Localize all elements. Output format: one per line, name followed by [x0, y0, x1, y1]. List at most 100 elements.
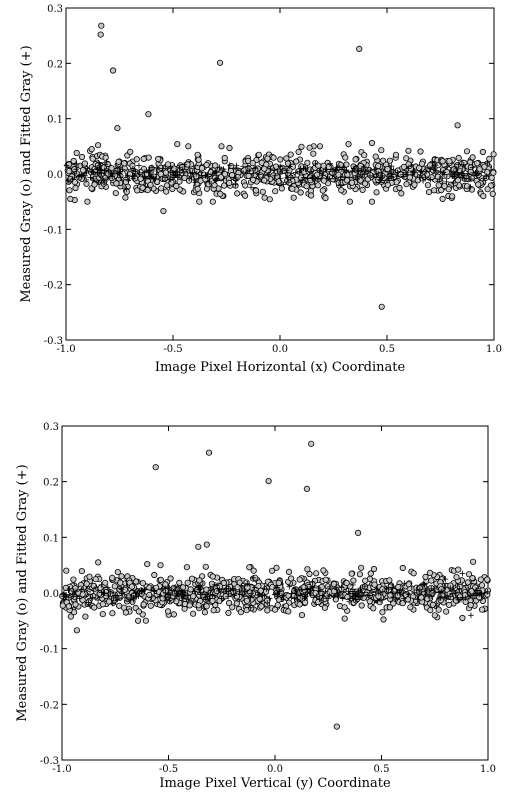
plot-2-x-axis-label: Image Pixel Vertical (y) Coordinate [159, 776, 391, 791]
plot-2-measured-point [477, 576, 484, 583]
plot-2-measured-point [341, 604, 348, 611]
plot-1-measured-point [386, 157, 393, 164]
plot-2-measured-point [445, 601, 453, 609]
plot-2-measured-point [111, 583, 118, 590]
plot-1-measured-point [122, 194, 129, 201]
plot-1-measured-point [133, 156, 140, 163]
plot-1-measured-point [122, 178, 130, 186]
plot-2-x-tick-label: -1.0 [52, 764, 71, 775]
plot-2-y-axis-label: Measured Gray (o) and Fitted Gray (+) [15, 464, 30, 721]
plot-2-measured-point [243, 597, 251, 604]
plot-2-measured-point [301, 599, 309, 606]
plot-2-measured-point [201, 609, 208, 616]
plot-2-measured-point [62, 584, 70, 592]
plot-2-measured-point [410, 570, 417, 577]
plot-2-measured-point [484, 587, 491, 594]
plot-2-measured-point [399, 564, 406, 572]
plot-2-measured-point [303, 485, 310, 492]
plot-2-measured-point [114, 568, 121, 576]
plot-1-measured-point [212, 162, 219, 169]
plot-1-measured-point [91, 181, 98, 188]
plot-1-measured-point [489, 190, 496, 197]
plot-1-measured-point [278, 185, 285, 192]
plot-1-measured-point [346, 198, 353, 205]
plot-1-measured-point [338, 187, 345, 194]
plot-1-measured-point [226, 179, 233, 186]
plot-1-measured-point [196, 198, 203, 205]
plot-2-measured-point [429, 601, 437, 609]
plot-1-measured-point [484, 186, 491, 193]
plot-2-measured-point [357, 564, 365, 571]
plot-2-measured-point [224, 585, 231, 593]
plot-2-measured-point [386, 604, 393, 611]
plot-1-measured-point [430, 187, 438, 194]
plot-2-measured-point [321, 604, 328, 611]
plot-1-measured-point [434, 173, 441, 180]
plot-1-measured-point [67, 195, 74, 202]
plot-1-measured-point [194, 185, 201, 192]
plot-1-measured-point [306, 144, 313, 151]
plot-2-measured-point [426, 569, 434, 577]
plot-2-measured-point [447, 594, 455, 601]
plot-2-y-tick-label: -0.1 [40, 645, 59, 656]
plot-1-measured-point [250, 176, 257, 183]
plot-2-measured-point [427, 607, 434, 614]
plot-1-measured-point [95, 142, 102, 149]
plot-1-measured-point [378, 147, 385, 154]
plot-1-measured-point [373, 189, 380, 196]
plot-1-measured-point [474, 160, 481, 167]
plot-1-measured-point [81, 160, 89, 167]
plot-1-measured-point [261, 165, 268, 172]
plot-2-measured-point [167, 575, 174, 582]
plot-1-measured-point [392, 151, 399, 158]
plot-1-measured-point [314, 182, 321, 189]
plot-1-measured-point [121, 160, 128, 167]
plot-2-measured-point [173, 598, 180, 605]
plot-1-measured-point [245, 165, 252, 172]
plot-2-measured-point [455, 566, 462, 573]
plot-2-measured-point [117, 579, 124, 586]
plot-1-measured-point [163, 188, 170, 195]
plot-2-measured-point [412, 597, 420, 604]
plot-2-measured-point [195, 602, 202, 609]
plot-1-measured-point [137, 168, 144, 175]
plot-1-measured-point [290, 194, 297, 201]
plot-2-measured-point [407, 604, 414, 611]
plot-2-measured-point [370, 605, 377, 612]
plot-1-measured-point [259, 188, 266, 195]
plot-1-measured-point [242, 192, 249, 199]
plot-1-measured-point [488, 174, 495, 181]
plot-1-measured-point [446, 158, 453, 165]
plot-1-measured-point [114, 125, 121, 132]
plot-1-measured-point [98, 22, 105, 29]
plot-2-ticks: -1.0 -0.5 0.0 0.5 1.0 -0.3 -0.2 -0.1 0.0 0.1 0.2 0.… [40, 422, 496, 775]
plot-1-measured-point [384, 181, 391, 188]
plot-1-measured-point [379, 157, 387, 164]
plot-1-measured-point [174, 141, 181, 148]
plot-1-measured-point [454, 122, 461, 129]
plot-2-measured-point [109, 610, 116, 617]
plot-2-measured-point [179, 584, 187, 591]
plot-2-measured-point [78, 567, 86, 575]
plot-1-measured-point [475, 181, 482, 188]
plot-1-measured-point [310, 150, 317, 157]
plot-2-measured-point [183, 564, 190, 571]
plot-2-measured-point [273, 564, 280, 571]
plot-2-measured-point [184, 579, 191, 586]
plot-2-y-tick-label: 0.0 [43, 589, 59, 600]
plot-1-measured-point [298, 163, 305, 170]
plot-2-measured-point [431, 612, 438, 619]
plot-1-measured-point [316, 143, 324, 150]
plot-2-measured-point [298, 611, 306, 619]
plot-2-measured-point [139, 579, 146, 587]
plot-1-measured-point [481, 163, 488, 170]
plot-1-measured-point [361, 152, 368, 159]
plot-1-measured-point [112, 190, 119, 197]
plot-1-measured-point [65, 161, 73, 168]
plot-2-measured-point [72, 601, 79, 608]
plot-1-measured-point [255, 151, 262, 158]
plot-1-measured-point [463, 148, 471, 155]
plot-2-data [59, 440, 491, 730]
plot-1-measured-point [304, 159, 311, 166]
plot-1-measured-point [127, 148, 134, 155]
